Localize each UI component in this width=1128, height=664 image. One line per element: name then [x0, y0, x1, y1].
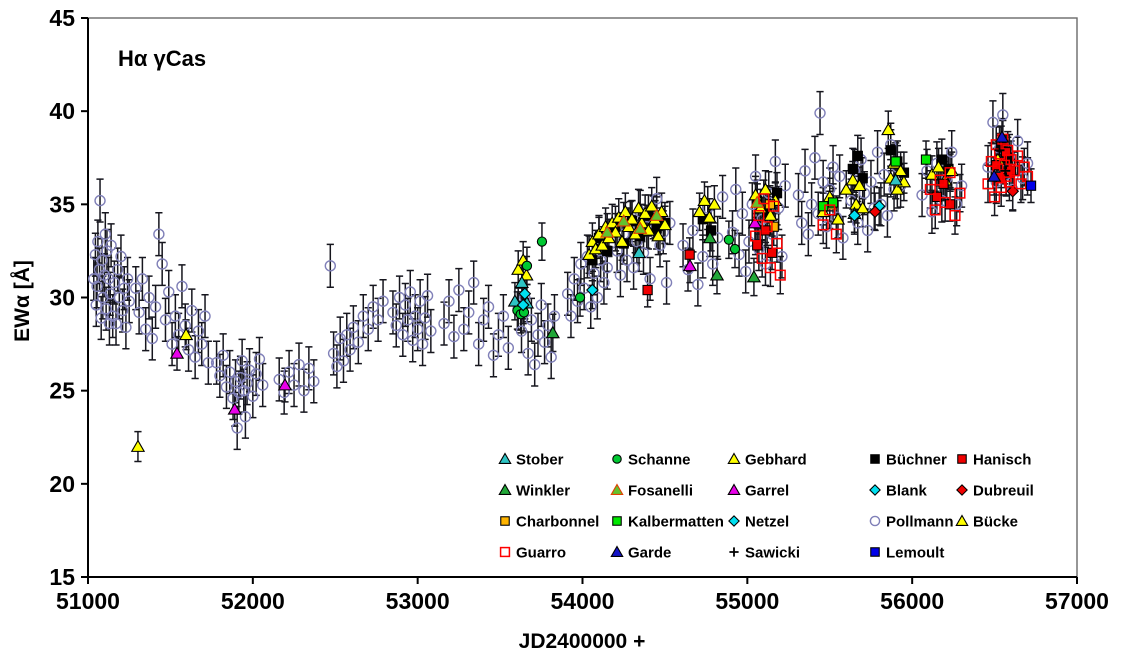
legend-label: Charbonnel: [516, 514, 599, 531]
legend-label: Winkler: [516, 483, 570, 500]
series-schanne: [512, 234, 741, 320]
y-tick-label: 30: [49, 285, 75, 311]
legend-label: Gebhard: [745, 452, 807, 469]
legend-item-schanne: Schanne: [612, 452, 691, 469]
legend-item-pollmann: Pollmann: [869, 514, 954, 531]
series-garrel: [169, 215, 763, 415]
legend-label: Sawicki: [745, 545, 800, 562]
y-axis-title: EWα [Å]: [11, 260, 34, 342]
y-tick-label: 15: [49, 564, 75, 590]
x-tick-label: 56000: [880, 588, 944, 614]
legend-label: Netzel: [745, 514, 789, 531]
legend-item-lemoult: Lemoult: [870, 545, 944, 562]
legend-label: Pollmann: [886, 514, 954, 531]
legend-item-garrel: Garrel: [727, 483, 789, 500]
legend-item-netzel: Netzel: [728, 514, 789, 531]
legend-label: Lemoult: [886, 545, 944, 562]
legend-label: Dubreuil: [973, 483, 1034, 500]
legend-item-blank: Blank: [869, 483, 928, 500]
y-tick-label: 20: [49, 471, 75, 497]
legend-item-garde: Garde: [610, 545, 671, 562]
legend-item-dubreuil: Dubreuil: [956, 483, 1034, 500]
legend-label: Fosanelli: [628, 483, 693, 500]
legend-label: Bücke: [973, 514, 1018, 531]
series-winkler: [545, 230, 762, 339]
x-tick-label: 55000: [715, 588, 779, 614]
legend-label: Garrel: [745, 483, 789, 500]
x-tick-label: 53000: [386, 588, 450, 614]
legend-label: Kalbermatten: [628, 514, 724, 531]
legend-label: Stober: [516, 452, 564, 469]
legend-label: Blank: [886, 483, 928, 500]
legend-item-buecke: Bücke: [955, 514, 1018, 531]
x-tick-label: 57000: [1045, 588, 1109, 614]
legend-item-fosanelli: Fosanelli: [610, 483, 693, 500]
series-buecke: [130, 327, 194, 452]
legend-item-charbonnel: Charbonnel: [500, 514, 599, 531]
series-guarro: [750, 133, 1034, 281]
legend-item-buechner: Büchner: [870, 452, 947, 469]
legend-item-stober: Stober: [498, 452, 564, 469]
series-kalbermatten: [818, 154, 932, 212]
legend-item-hanisch: Hanisch: [957, 452, 1031, 469]
y-tick-label: 40: [49, 98, 75, 124]
y-tick-label: 45: [49, 5, 75, 31]
series-garde: [986, 130, 1010, 182]
series-blank: [516, 199, 886, 312]
plot-title: Hα γCas: [118, 46, 207, 71]
legend-label: Garde: [628, 545, 671, 562]
legend-label: Guarro: [516, 545, 566, 562]
legend-label: Büchner: [886, 452, 947, 469]
legend: Stober Winkler Charbonnel Guarro Schanne Fosa…: [498, 452, 1034, 562]
x-tick-label: 52000: [221, 588, 285, 614]
y-tick-label: 35: [49, 191, 75, 217]
legend-item-winkler: Winkler: [498, 483, 570, 500]
legend-item-guarro: Guarro: [499, 545, 566, 562]
series-netzel: [518, 209, 861, 301]
y-tick-label: 25: [49, 378, 75, 404]
series-sawicki: [994, 145, 1011, 176]
axis-ticks: 15 20 25 30 35 40 45 51000 52000 53000 54000 55000 5…: [49, 5, 1109, 614]
legend-label: Schanne: [628, 452, 691, 469]
series-dubreuil: [868, 184, 1020, 219]
series-lemoult: [1025, 180, 1037, 191]
x-axis-title: JD2400000 +: [518, 630, 646, 653]
legend-item-gebhard: Gebhard: [727, 452, 807, 469]
legend-item-sawicki: Sawicki: [729, 545, 800, 562]
legend-label: Hanisch: [973, 452, 1031, 469]
legend-item-kalbermatten: Kalbermatten: [612, 514, 724, 531]
x-tick-label: 51000: [56, 588, 120, 614]
x-tick-label: 54000: [551, 588, 615, 614]
